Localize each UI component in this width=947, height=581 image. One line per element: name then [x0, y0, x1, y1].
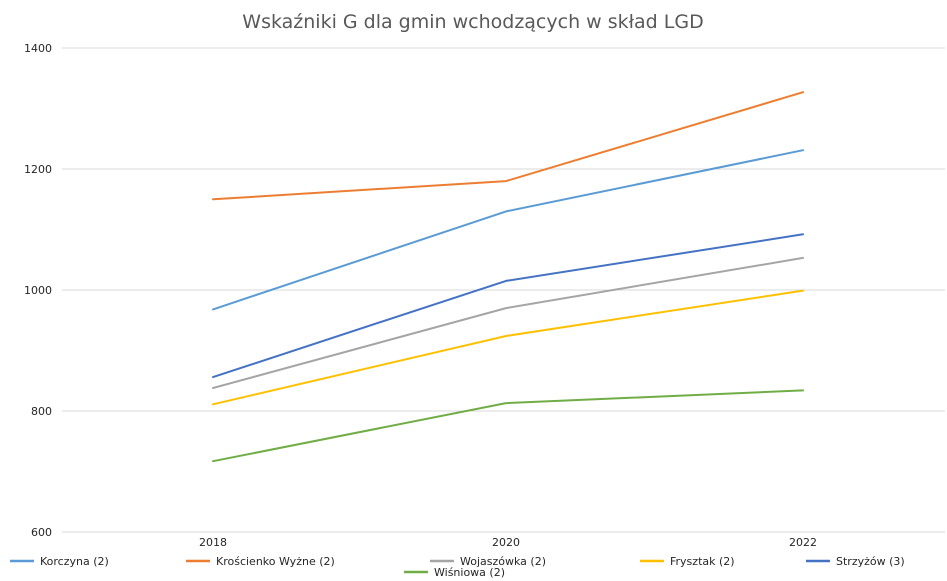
- series-line: [212, 149, 804, 311]
- legend-label: Korczyna (2): [40, 555, 109, 568]
- legend-label: Krościenko Wyżne (2): [216, 555, 335, 568]
- series-line: [212, 289, 804, 406]
- legend-label: Wojaszówka (2): [460, 555, 546, 568]
- legend: Korczyna (2) Krościenko Wyżne (2) Wojaszów…: [10, 555, 905, 579]
- series-line: [212, 256, 804, 389]
- x-tick-label: 2022: [789, 536, 817, 549]
- legend-label: Wiśniowa (2): [434, 566, 505, 579]
- x-tick-label: 2020: [492, 536, 520, 549]
- x-tick-label: 2018: [199, 536, 227, 549]
- y-tick-label: 1400: [24, 42, 52, 55]
- series-line: [212, 389, 804, 463]
- y-tick-label: 800: [31, 405, 52, 418]
- series-line: [212, 91, 804, 201]
- chart-title: Wskaźniki G dla gmin wchodzących w skład…: [242, 11, 703, 33]
- grid-layer: [62, 47, 945, 533]
- legend-label: Strzyżów (3): [836, 555, 905, 568]
- y-tick-label: 600: [31, 526, 52, 539]
- y-tick-label: 1000: [24, 284, 52, 297]
- x-axis-ticks: 2018 2020 2022: [199, 536, 817, 549]
- series-line: [212, 233, 804, 379]
- y-tick-label: 1200: [24, 163, 52, 176]
- legend-label: Frysztak (2): [670, 555, 735, 568]
- y-axis-ticks: 600 800 1000 1200 1400: [24, 42, 52, 539]
- series-layer: [212, 91, 804, 463]
